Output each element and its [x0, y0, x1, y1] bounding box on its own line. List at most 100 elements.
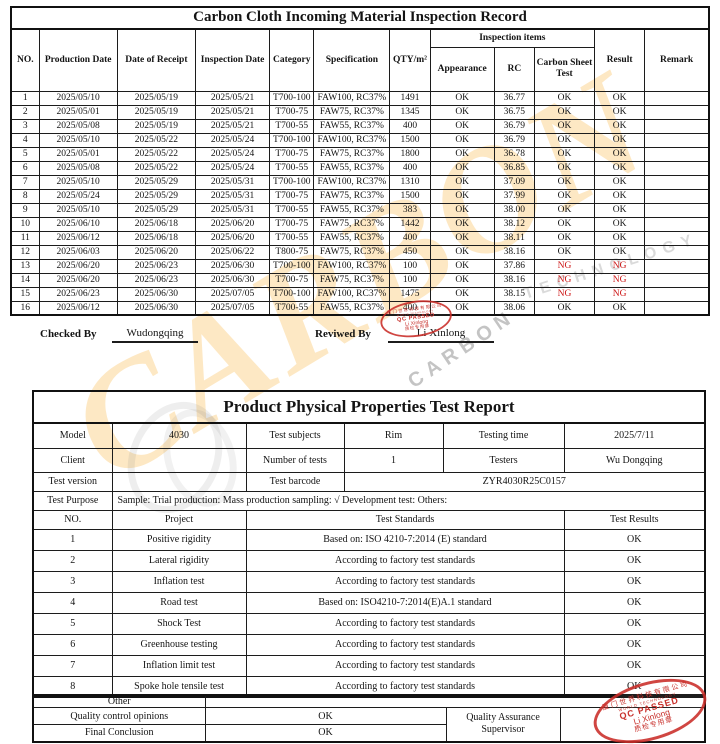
cell-production-date: 2025/05/08	[38, 160, 118, 176]
cell-production-date: 2025/05/10	[38, 202, 118, 218]
client-label: Client	[32, 447, 113, 473]
cell-carbon-sheet-test: OK	[533, 174, 596, 190]
table-row: 13 2025/06/20 2025/06/23 2025/06/30 T700-100…	[10, 258, 710, 274]
table-row: 1 2025/05/10 2025/05/19 2025/05/21 T700-100 F…	[10, 90, 710, 106]
cell-rc: 36.78	[493, 146, 535, 162]
cell-rc: 38.11	[493, 230, 535, 246]
cell-carbon-sheet-test: OK	[533, 216, 596, 232]
cell-date-of-receipt: 2025/06/20	[116, 244, 196, 260]
cell-qty: 1475	[389, 286, 431, 302]
cell-rc: 36.75	[493, 104, 535, 120]
reviewed-by-label: Reviwed By	[315, 328, 371, 340]
model-value: 4030	[111, 422, 247, 449]
cell-no: 3	[10, 118, 40, 134]
cell-appearance: OK	[429, 118, 495, 134]
cell-specification: FAW75, RC37%	[313, 244, 391, 260]
table-row: 15 2025/06/23 2025/06/30 2025/07/05 T700-100…	[10, 286, 710, 302]
col-header-inspection-items: Inspection items	[429, 28, 596, 48]
cell-rc: 38.15	[493, 286, 535, 302]
cell-appearance: OK	[429, 188, 495, 204]
cell-category: T700-75	[269, 146, 315, 162]
other-label: Other	[32, 694, 206, 708]
signature-row: Checked By Wudongqing Reviwed By Li Xinl…	[0, 295, 720, 366]
col-header-date-of-receipt: Date of Receipt	[116, 28, 196, 92]
cell-appearance: OK	[429, 174, 495, 190]
cell-specification: FAW100, RC37%	[313, 286, 391, 302]
cell-appearance: OK	[429, 160, 495, 176]
cell-no: 6	[10, 160, 40, 176]
cell-production-date: 2025/06/10	[38, 216, 118, 232]
test-row: 5 Shock Test According to factory test sta…	[32, 612, 706, 635]
report-conclusion-table: Other Quality control opinions OK Qualit…	[32, 694, 706, 743]
test-purpose-label: Test Purpose	[32, 490, 113, 511]
cell-category: T700-55	[269, 300, 315, 316]
cell-project: Positive rigidity	[111, 528, 247, 551]
cell-no: 7	[10, 174, 40, 190]
cell-inspection-date: 2025/05/21	[194, 90, 271, 106]
cell-rc: 38.00	[493, 202, 535, 218]
testers-label: Testers	[442, 447, 565, 473]
cell-no: 8	[10, 188, 40, 204]
testing-time-label: Testing time	[442, 422, 565, 449]
cell-no: 15	[10, 286, 40, 302]
cell-inspection-date: 2025/06/20	[194, 216, 271, 232]
table1-title: Carbon Cloth Incoming Material Inspectio…	[10, 6, 710, 30]
col-header-carbon-sheet-test: Carbon Sheet Test	[533, 46, 596, 92]
cell-production-date: 2025/05/10	[38, 132, 118, 148]
table-row: 14 2025/06/20 2025/06/23 2025/06/30 T700-75 F…	[10, 272, 710, 288]
cell-production-date: 2025/05/01	[38, 146, 118, 162]
cell-qty: 1500	[389, 132, 431, 148]
test-row: 1 Positive rigidity Based on: ISO 4210-7:2…	[32, 528, 706, 551]
cell-rc: 36.85	[493, 160, 535, 176]
cell-specification: FAW55, RC37%	[313, 230, 391, 246]
cell-no: 11	[10, 230, 40, 246]
cell-date-of-receipt: 2025/06/23	[116, 272, 196, 288]
cell-standard: According to factory test standards	[245, 570, 565, 593]
cell-result: OK	[594, 216, 646, 232]
cell-no: 14	[10, 272, 40, 288]
cell-carbon-sheet-test: OK	[533, 132, 596, 148]
cell-specification: FAW75, RC37%	[313, 146, 391, 162]
cell-project: Lateral rigidity	[111, 549, 247, 572]
table-row: 3 2025/05/08 2025/05/19 2025/05/21 T700-55 FA…	[10, 118, 710, 134]
cell-qty: 1491	[389, 90, 431, 106]
cell-result: OK	[563, 570, 706, 593]
cell-qty: 1500	[389, 188, 431, 204]
cell-inspection-date: 2025/05/31	[194, 174, 271, 190]
cell-qty: 1800	[389, 146, 431, 162]
cell-result: NG	[594, 258, 646, 274]
checked-by-label: Checked By	[40, 328, 97, 340]
cell-remark	[644, 188, 710, 204]
cell-specification: FAW100, RC37%	[313, 258, 391, 274]
cell-specification: FAW55, RC37%	[313, 118, 391, 134]
cell-appearance: OK	[429, 230, 495, 246]
cell-date-of-receipt: 2025/05/22	[116, 146, 196, 162]
incoming-material-inspection-table: Carbon Cloth Incoming Material Inspectio…	[10, 6, 710, 316]
cell-carbon-sheet-test: NG	[533, 286, 596, 302]
cell-rc: 38.12	[493, 216, 535, 232]
cell-carbon-sheet-test: OK	[533, 118, 596, 134]
cell-date-of-receipt: 2025/05/19	[116, 90, 196, 106]
cell-remark	[644, 272, 710, 288]
cell-no: 10	[10, 216, 40, 232]
cell-remark	[644, 202, 710, 218]
cell-production-date: 2025/06/12	[38, 230, 118, 246]
test-subjects-label: Test subjects	[245, 422, 345, 449]
cell-qty: 400	[389, 300, 431, 316]
cell-result: OK	[594, 132, 646, 148]
cell-date-of-receipt: 2025/06/23	[116, 258, 196, 274]
table-row: 12 2025/06/03 2025/06/20 2025/06/22 T800-75 F…	[10, 244, 710, 260]
cell-result: NG	[594, 272, 646, 288]
cell-rc: 36.79	[493, 118, 535, 134]
cell-production-date: 2025/05/10	[38, 90, 118, 106]
col-header-qty: QTY/m²	[389, 28, 431, 92]
cell-appearance: OK	[429, 258, 495, 274]
cell-inspection-date: 2025/06/22	[194, 244, 271, 260]
cell-category: T700-55	[269, 118, 315, 134]
test-row: 8 Spoke hole tensile test According to fac…	[32, 675, 706, 698]
cell-standard: Based on: ISO 4210-7:2014 (E) standard	[245, 528, 565, 551]
model-label: Model	[32, 422, 113, 449]
cell-date-of-receipt: 2025/06/30	[116, 286, 196, 302]
cell-project: Road test	[111, 591, 247, 614]
